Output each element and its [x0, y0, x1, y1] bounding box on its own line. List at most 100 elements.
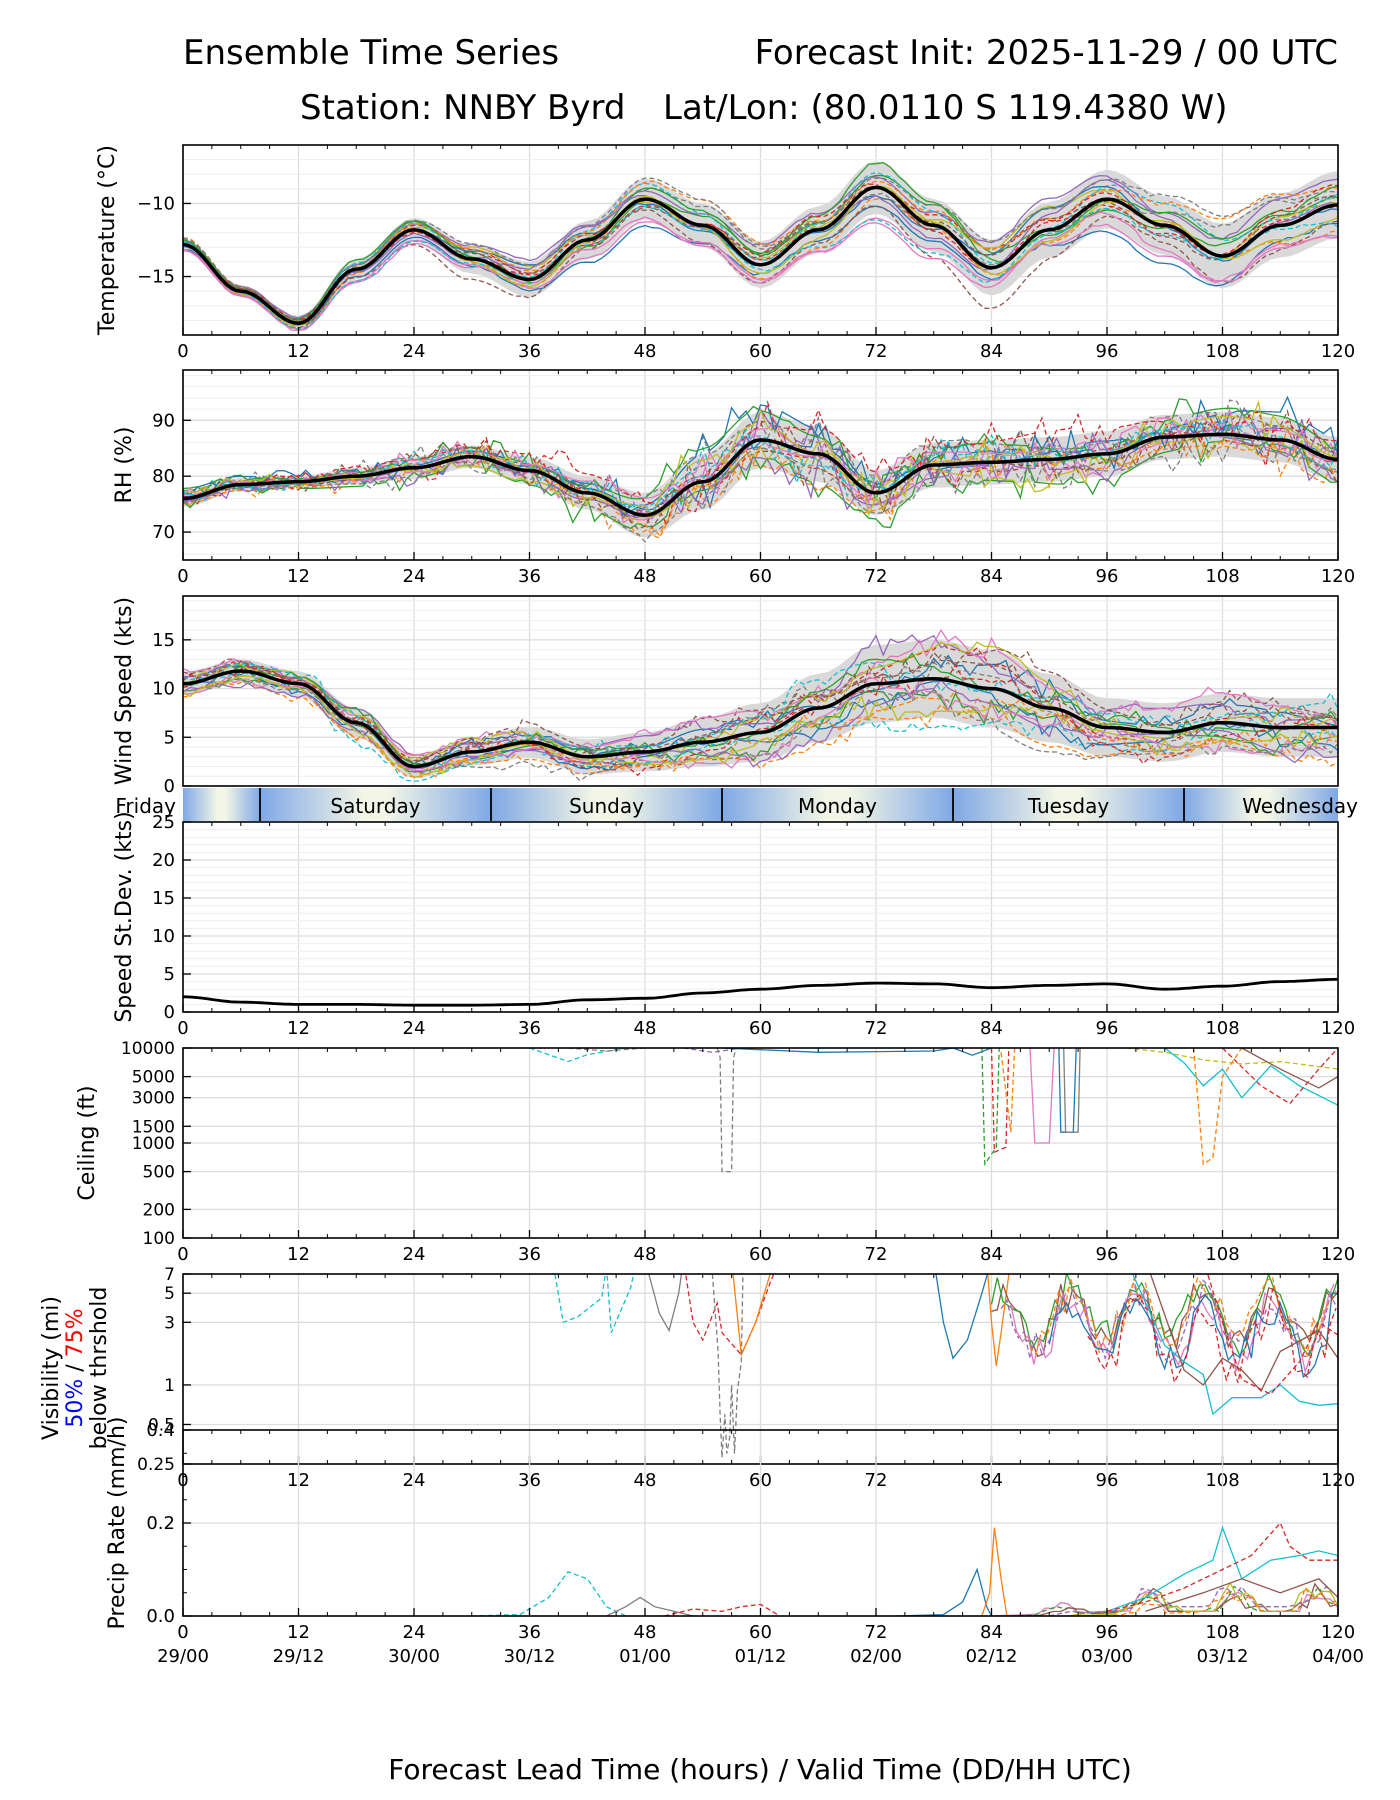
member-line	[981, 1527, 1008, 1616]
member-line	[648, 1274, 683, 1333]
y-axis-label: Temperature (°C)	[95, 145, 120, 336]
member-line	[554, 1274, 635, 1333]
x-tick-label: 24	[403, 1018, 426, 1039]
x-tick-label: 96	[1096, 1244, 1119, 1265]
x-tick-label: 96	[1096, 566, 1119, 587]
x-tick-label: 36	[518, 341, 541, 362]
y-tick-label: 0.2	[146, 1513, 175, 1534]
x-tick-label: 84	[980, 1244, 1003, 1265]
member-line	[183, 648, 1338, 762]
ensemble-mean-line	[183, 669, 1338, 769]
member-line	[183, 177, 1338, 322]
y-tick-label: 7	[164, 1265, 175, 1285]
x-tick-label: 108	[1205, 1018, 1239, 1039]
member-line	[183, 420, 1338, 539]
x-tick-label: 72	[865, 566, 888, 587]
y-tick-label: 5	[164, 964, 175, 985]
x-tick-label: 108	[1205, 566, 1239, 587]
x-tick-label: 72	[865, 1018, 888, 1039]
member-line	[1106, 1521, 1338, 1612]
ensemble-mean-line	[183, 977, 1338, 1007]
valid-time-label: 04/00	[1312, 1646, 1364, 1667]
member-line	[183, 672, 1338, 782]
y-tick-label: 10000	[121, 1039, 175, 1059]
ceiling-drop-line	[981, 1048, 1000, 1167]
member-line	[183, 211, 1338, 332]
member-line	[1087, 1287, 1337, 1385]
x-tick-label: 60	[749, 1018, 772, 1039]
ceiling-drop-line	[1192, 1048, 1243, 1166]
y-tick-label: 20	[152, 850, 175, 871]
member-line	[1049, 1585, 1335, 1616]
title-left: Ensemble Time Series	[183, 33, 559, 73]
x-tick-label: 120	[1321, 1018, 1355, 1039]
plot-area	[183, 977, 1338, 1007]
member-line	[1106, 1525, 1338, 1612]
y-tick-label: 80	[152, 466, 175, 487]
x-tick-label: 72	[865, 1244, 888, 1265]
y-tick-label: 100	[143, 1229, 175, 1249]
ceiling-drop-line	[1000, 1048, 1016, 1133]
y-tick-label: 5	[164, 727, 175, 748]
member-line	[732, 1274, 771, 1358]
member-line	[183, 675, 1338, 779]
temperature-panel: −10 −15 0 12 24 36 48 60 72 84 96 108 120 Temperature…	[95, 144, 1355, 362]
y-tick-label: 1500	[132, 1117, 175, 1137]
valid-time-label: 01/12	[735, 1646, 787, 1667]
plot-area	[554, 1274, 1338, 1458]
y-tick-label: 200	[143, 1200, 175, 1220]
x-tick-label: 0	[177, 1018, 188, 1039]
precip-panel: 0.0 0.2 0.4 0 29/00 12 29/12 24 30/00 36 30/12 48 01…	[105, 1417, 1364, 1667]
member-line	[529, 1048, 626, 1063]
y-tick-label: 0	[164, 776, 175, 797]
valid-time-label: 30/00	[388, 1646, 440, 1667]
member-line	[183, 205, 1338, 329]
panel-frame	[182, 595, 1339, 787]
x-tick-label: 12	[287, 1018, 310, 1039]
p75-label: 75%	[63, 1308, 88, 1357]
member-line	[1145, 1578, 1338, 1612]
day-label: Saturday	[330, 794, 420, 818]
day-label: Wednesday	[1242, 794, 1358, 818]
day-label: Tuesday	[1027, 794, 1110, 818]
y-axis-label: Ceiling (ft)	[75, 1085, 100, 1200]
ceiling-drop-line	[1063, 1048, 1081, 1133]
day-segment	[722, 788, 953, 821]
x-tick-label: 72	[865, 341, 888, 362]
member-line	[183, 400, 1338, 509]
valid-time-label: 30/12	[504, 1646, 556, 1667]
y-tick-label: 0	[164, 1002, 175, 1023]
x-tick-label: 48	[634, 566, 657, 587]
x-tick-label: 120	[1321, 566, 1355, 587]
member-line	[721, 1048, 992, 1056]
x-tick-label: 96	[1096, 341, 1119, 362]
x-tick-label: 108	[1205, 341, 1239, 362]
member-line	[1000, 1279, 1337, 1365]
member-line	[183, 171, 1338, 323]
plot-area	[529, 1048, 1338, 1173]
x-tick-label: 48	[634, 1622, 657, 1643]
y-tick-label: 1	[164, 1376, 175, 1396]
member-line	[567, 1048, 646, 1052]
y-tick-label: 5	[164, 1284, 175, 1304]
x-tick-label: 60	[749, 341, 772, 362]
speed-stdev-panel: 0 5 10 15 20 25 0 12 24 36 48 60 72 84 96 108 120 Speed S…	[112, 811, 1355, 1039]
member-line	[183, 186, 1338, 322]
x-tick-label: 48	[634, 1244, 657, 1265]
member-line	[1048, 1291, 1338, 1378]
member-line	[1097, 1586, 1337, 1616]
member-line	[1241, 1048, 1338, 1089]
x-tick-label: 84	[980, 1622, 1003, 1643]
day-label: Monday	[798, 794, 877, 818]
y-tick-label: 10	[152, 679, 175, 700]
valid-time-label: 03/12	[1197, 1646, 1249, 1667]
valid-time-label: 02/00	[850, 1646, 902, 1667]
x-tick-label: 0	[177, 566, 188, 587]
valid-time-label: 01/00	[619, 1646, 671, 1667]
plot-area	[183, 161, 1338, 332]
member-line	[183, 435, 1338, 543]
ensemble-mean-line	[183, 432, 1338, 518]
member-line	[1149, 1274, 1338, 1393]
member-line	[183, 662, 1338, 777]
